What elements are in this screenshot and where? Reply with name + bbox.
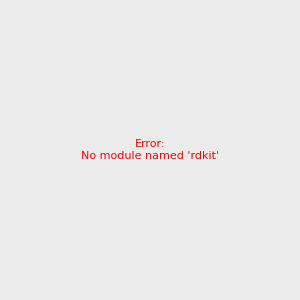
Text: Error:
No module named 'rdkit': Error: No module named 'rdkit' [81,139,219,161]
